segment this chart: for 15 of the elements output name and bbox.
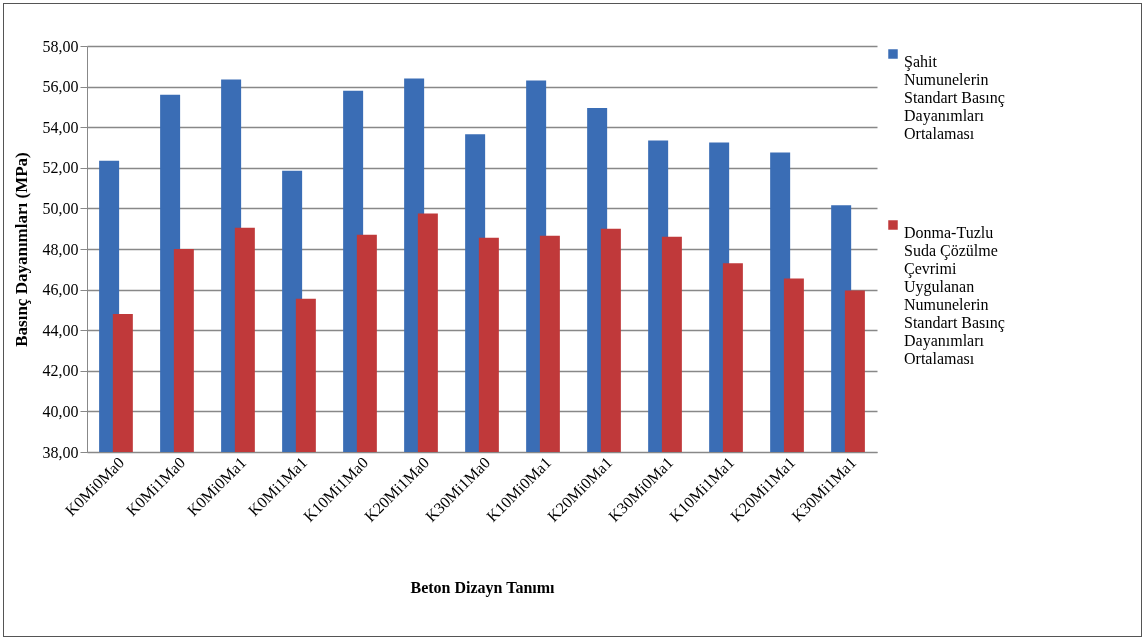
y-tick-label: 42,00 <box>42 362 79 380</box>
legend-label: Şahit Numunelerin Standart Basınç Dayanımları Ortalaması <box>904 53 1005 142</box>
y-tick-label: 58,00 <box>42 37 79 55</box>
legend-label: Donma-Tuzlu Suda Çözülme Çevrimi Uygulanan Numunelerin Standart Basınç Dayanımları Ortalaması <box>904 224 1005 367</box>
y-tick-label: 38,00 <box>42 443 79 461</box>
y-tick-label: 44,00 <box>42 321 79 339</box>
y-axis-title: Basınç Dayanımları (MPa) <box>11 152 31 347</box>
y-tick-label: 50,00 <box>42 199 79 217</box>
y-tick-label: 54,00 <box>42 118 79 136</box>
y-tick-label: 40,00 <box>42 402 79 420</box>
y-tick-label: 48,00 <box>42 240 79 258</box>
x-axis-title: Beton Dizayn Tanımı <box>410 578 556 597</box>
y-tick-label: 56,00 <box>42 78 79 96</box>
y-tick-label: 46,00 <box>42 281 79 299</box>
y-tick-label: 52,00 <box>42 159 79 177</box>
